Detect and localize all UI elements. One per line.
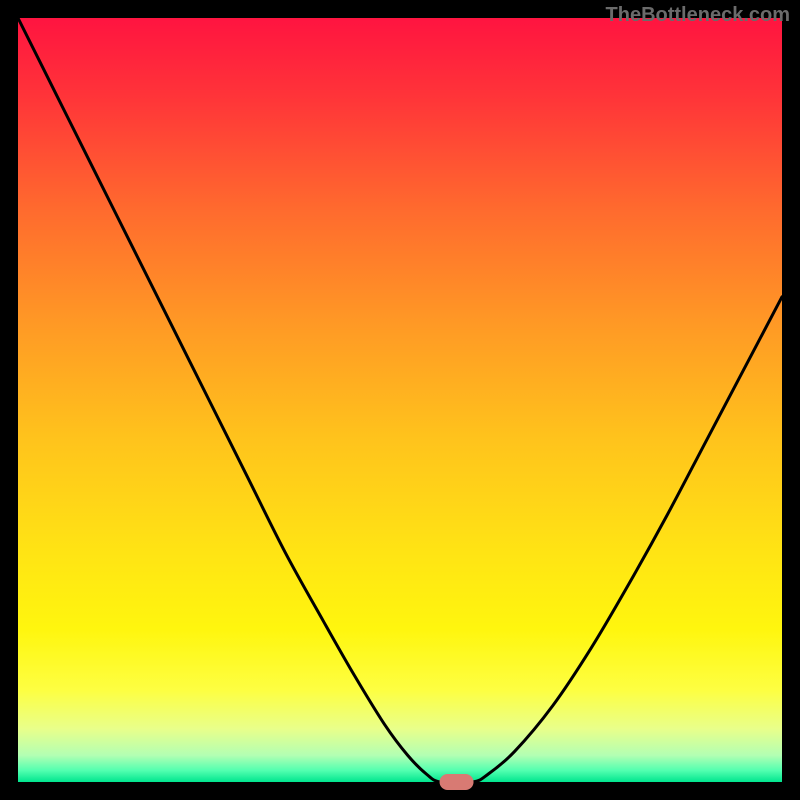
optimal-point-marker — [440, 774, 474, 790]
chart-container: TheBottleneck.com — [0, 0, 800, 800]
watermark-text: TheBottleneck.com — [606, 4, 790, 27]
bottleneck-chart — [0, 0, 800, 800]
plot-background — [18, 18, 782, 782]
